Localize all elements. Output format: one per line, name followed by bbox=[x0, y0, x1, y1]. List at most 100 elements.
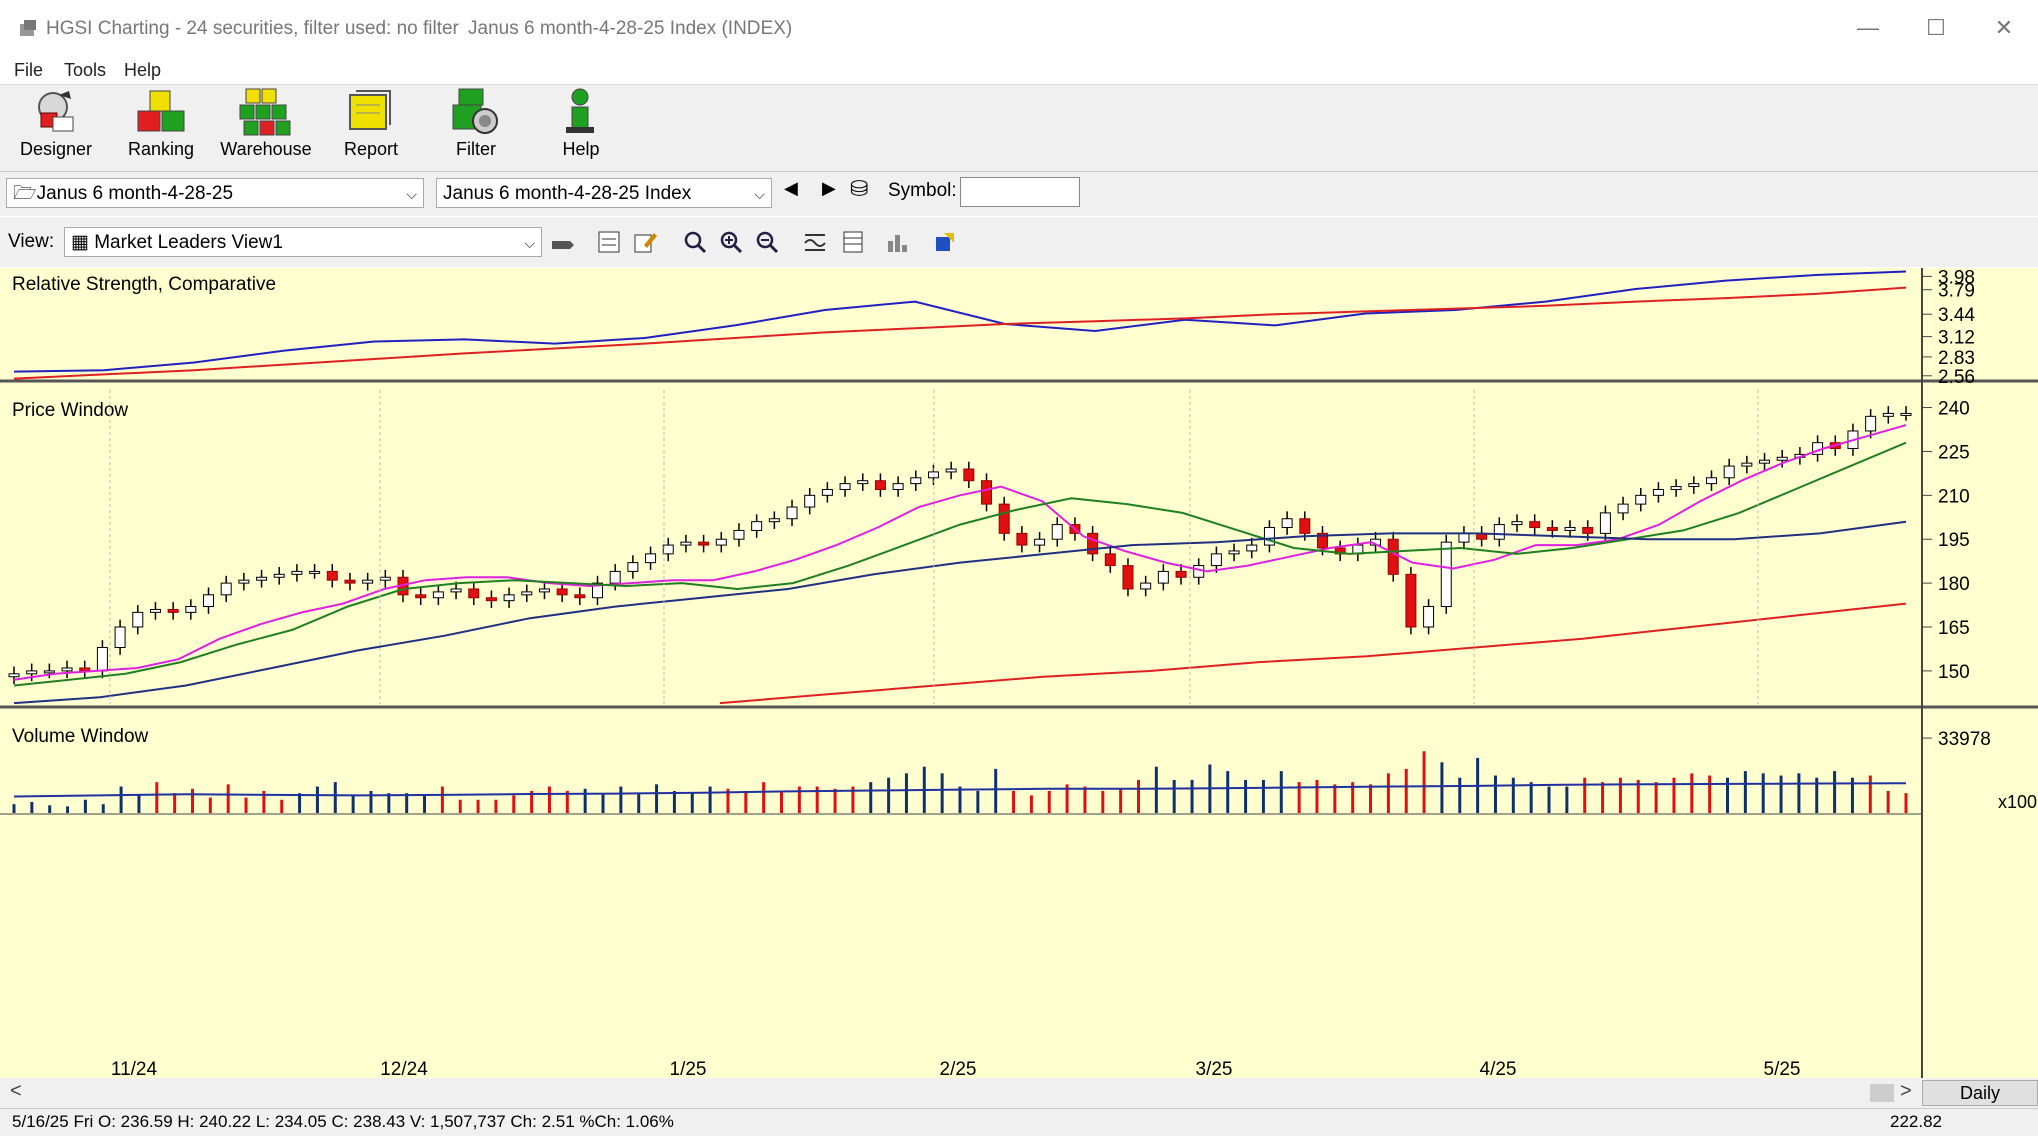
candle-body bbox=[1493, 524, 1505, 540]
candle-body bbox=[468, 588, 480, 599]
x-tick-label: 1/25 bbox=[670, 1059, 707, 1078]
scroll-left-icon[interactable]: < bbox=[10, 1080, 22, 1102]
help-button[interactable]: Help bbox=[531, 87, 631, 167]
candle-body bbox=[1299, 518, 1311, 534]
relative-strength-panel: Relative Strength, Comparative bbox=[12, 270, 1907, 380]
properties-icon[interactable] bbox=[596, 229, 622, 255]
zoom-out-icon[interactable] bbox=[754, 229, 780, 255]
candle-body bbox=[1670, 486, 1682, 490]
y-tick-label: 150 bbox=[1938, 662, 1970, 683]
candle-body bbox=[1617, 503, 1629, 514]
candle-body bbox=[609, 570, 621, 584]
search-icon[interactable] bbox=[682, 229, 708, 255]
window-title: HGSI Charting - 24 securities, filter us… bbox=[46, 18, 459, 39]
designer-button[interactable]: Designer bbox=[6, 87, 106, 167]
x-tick-label: 4/25 bbox=[1480, 1059, 1517, 1078]
candle-body bbox=[238, 579, 250, 584]
candle-body bbox=[1582, 527, 1594, 534]
status-value: 222.82 bbox=[1890, 1112, 1942, 1131]
warehouse-button[interactable]: Warehouse bbox=[216, 87, 316, 167]
candle-body bbox=[1546, 527, 1558, 531]
candle-body bbox=[26, 670, 38, 675]
candle-body bbox=[1246, 544, 1258, 552]
moving-average-line bbox=[13, 441, 1907, 687]
bar-chart-icon[interactable] bbox=[884, 229, 910, 255]
status-bar: 5/16/25 Fri O: 236.59 H: 240.22 L: 234.0… bbox=[0, 1108, 2038, 1136]
chevron-down-icon: ⌵ bbox=[524, 235, 535, 251]
candle-body bbox=[627, 562, 639, 572]
candle-body bbox=[1511, 521, 1523, 526]
ranking-label: Ranking bbox=[127, 139, 195, 159]
export-icon[interactable] bbox=[932, 229, 958, 255]
moving-average-line bbox=[719, 602, 1907, 705]
symbol-label: Symbol: bbox=[888, 180, 957, 201]
panel-title: Price Window bbox=[12, 400, 128, 421]
security-select[interactable]: Janus 6 month-4-28-25 Index ⌵ bbox=[436, 178, 772, 208]
menu-help[interactable]: Help bbox=[124, 60, 162, 80]
next-arrow-icon[interactable]: ▶ bbox=[822, 178, 836, 198]
candle-body bbox=[874, 480, 886, 490]
candle-body bbox=[291, 570, 303, 575]
chart-canvas[interactable]: Relative Strength, Comparative Price Win… bbox=[0, 267, 2038, 1080]
candle-body bbox=[1529, 521, 1541, 529]
candle-body bbox=[344, 579, 356, 584]
window-subtitle: Janus 6 month-4-28-25 Index (INDEX) bbox=[468, 18, 793, 39]
close-button[interactable]: ✕ bbox=[1994, 15, 2014, 40]
minimize-button[interactable]: — bbox=[1857, 15, 1879, 40]
scroll-right-icon[interactable]: > bbox=[1900, 1080, 1912, 1102]
candle-body bbox=[998, 503, 1010, 534]
candle-body bbox=[1016, 532, 1028, 546]
candle-body bbox=[715, 538, 727, 546]
candle-body bbox=[362, 579, 374, 584]
candle-body bbox=[256, 576, 268, 581]
view-label: View: bbox=[8, 231, 55, 252]
chevron-down-icon: ⌵ bbox=[406, 186, 417, 202]
candle-body bbox=[1900, 412, 1912, 416]
y-tick-label: 210 bbox=[1938, 486, 1970, 507]
previous-arrow-icon[interactable]: ◀ bbox=[784, 178, 798, 198]
table-icon[interactable] bbox=[840, 229, 866, 255]
candle-body bbox=[786, 506, 798, 520]
x-tick-label: 12/24 bbox=[380, 1059, 428, 1078]
candle-body bbox=[1759, 459, 1771, 464]
candle-body bbox=[96, 646, 108, 672]
list-select[interactable]: 🗁Janus 6 month-4-28-25 ⌵ bbox=[6, 178, 424, 208]
menu-tools[interactable]: Tools bbox=[64, 60, 107, 80]
view-select[interactable]: ▦ Market Leaders View1 ⌵ bbox=[64, 227, 542, 257]
scroll-thumb[interactable] bbox=[1870, 1084, 1894, 1102]
folder-icon: 🗁 bbox=[13, 183, 37, 204]
y-tick-label: 3.12 bbox=[1938, 328, 1975, 349]
ranking-button[interactable]: Ranking bbox=[111, 87, 211, 167]
period-button[interactable]: Daily bbox=[1922, 1080, 2038, 1106]
menu-file[interactable]: File bbox=[14, 60, 44, 80]
y-tick-label: 2.83 bbox=[1938, 348, 1975, 369]
candle-body bbox=[662, 544, 674, 555]
candle-body bbox=[503, 594, 515, 602]
candle-body bbox=[1104, 553, 1116, 567]
edit-icon[interactable] bbox=[632, 229, 658, 255]
candle-body bbox=[1705, 477, 1717, 485]
candle-body bbox=[1865, 415, 1877, 432]
binoculars-icon[interactable]: ⛁ bbox=[850, 176, 869, 201]
candle-body bbox=[1175, 570, 1187, 578]
wave-icon[interactable] bbox=[802, 229, 828, 255]
warehouse-label: Warehouse bbox=[220, 139, 312, 159]
y-tick-label: 3.79 bbox=[1938, 281, 1975, 302]
zoom-in-icon[interactable] bbox=[718, 229, 744, 255]
hand-pointer-icon[interactable] bbox=[550, 229, 576, 255]
ranking-icon bbox=[137, 90, 185, 132]
maximize-button[interactable]: ☐ bbox=[1926, 15, 1946, 40]
x-tick-label: 5/25 bbox=[1764, 1059, 1801, 1078]
candle-body bbox=[1440, 541, 1452, 608]
security-select-value: Janus 6 month-4-28-25 Index bbox=[443, 183, 692, 204]
filter-button[interactable]: Filter bbox=[426, 87, 526, 167]
y-tick-label: 195 bbox=[1938, 530, 1970, 551]
y-tick-label: 33978 bbox=[1938, 729, 1991, 750]
symbol-input[interactable] bbox=[960, 177, 1080, 207]
x-tick-label: 11/24 bbox=[111, 1059, 158, 1078]
report-button[interactable]: Report bbox=[321, 87, 421, 167]
candle-body bbox=[963, 468, 975, 482]
candle-body bbox=[1140, 582, 1152, 590]
y-tick-label: 3.98 bbox=[1938, 268, 1975, 288]
candle-body bbox=[839, 483, 851, 490]
